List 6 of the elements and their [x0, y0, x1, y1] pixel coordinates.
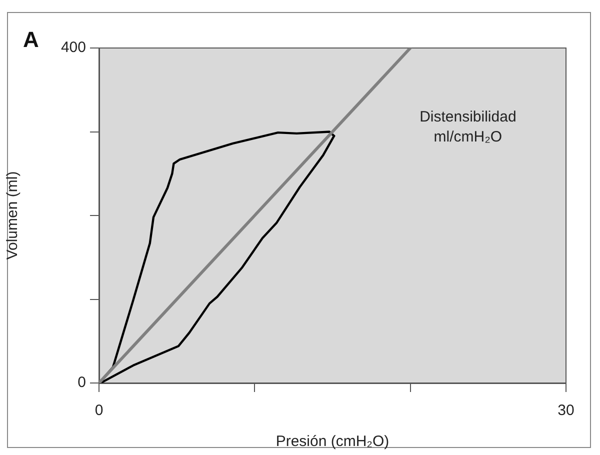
y-axis-title: Volumen (ml)	[4, 171, 22, 260]
x-axis-title: Presión (cmH₂O)	[276, 433, 390, 450]
y-tick-label: 400	[60, 39, 86, 56]
chart-title: A	[23, 27, 39, 53]
annotation: Distensibilidad ml/cmH₂O	[420, 108, 516, 146]
x-tick-label: 30	[558, 402, 574, 420]
